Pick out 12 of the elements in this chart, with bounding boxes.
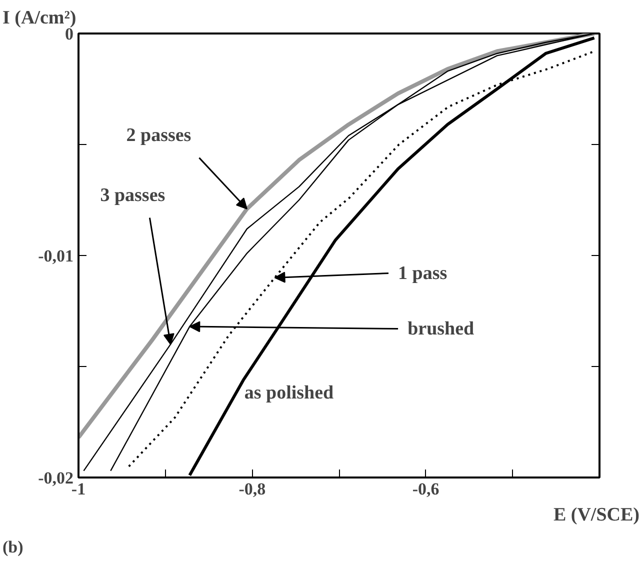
text: (b) xyxy=(2,538,24,556)
annotation: 3 passes xyxy=(100,185,166,206)
x-axis-title: E (V/SCE) xyxy=(553,504,639,526)
x-tick-label: -0,8 xyxy=(238,480,266,498)
annotation: 2 passes xyxy=(126,125,192,146)
x-tick-label: -0,6 xyxy=(412,480,440,498)
y-tick-label: -0,02 xyxy=(38,468,74,488)
annotation: brushed xyxy=(408,318,475,340)
y-tick-label: -0,01 xyxy=(38,246,74,266)
annotation: 1 pass xyxy=(398,262,448,284)
y-axis-title: I (A/cm²) xyxy=(2,8,76,28)
annotation: as polished xyxy=(244,382,334,404)
